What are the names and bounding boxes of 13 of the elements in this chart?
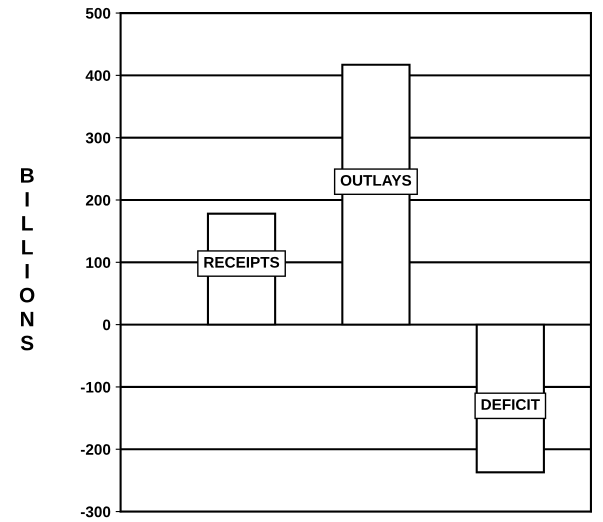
- y-tick-label: 100: [86, 257, 110, 268]
- y-tick-label: -200: [80, 444, 110, 455]
- x-tick-label: RECEIPTS: [204, 256, 280, 268]
- x-tick-label: DEFICIT: [482, 399, 540, 410]
- y-tick-label: 400: [86, 70, 110, 82]
- y-tick-label: 200: [86, 194, 110, 206]
- y-tick-label: 500: [86, 8, 110, 19]
- y-tick-label: 0: [102, 319, 110, 330]
- y-axis-title: BILLIONS: [20, 168, 34, 350]
- x-tick-label: OUTLAYS: [340, 174, 412, 186]
- y-tick-label: 300: [86, 132, 110, 144]
- y-tick-label: -100: [80, 382, 110, 393]
- y-tick-label: -300: [80, 506, 110, 518]
